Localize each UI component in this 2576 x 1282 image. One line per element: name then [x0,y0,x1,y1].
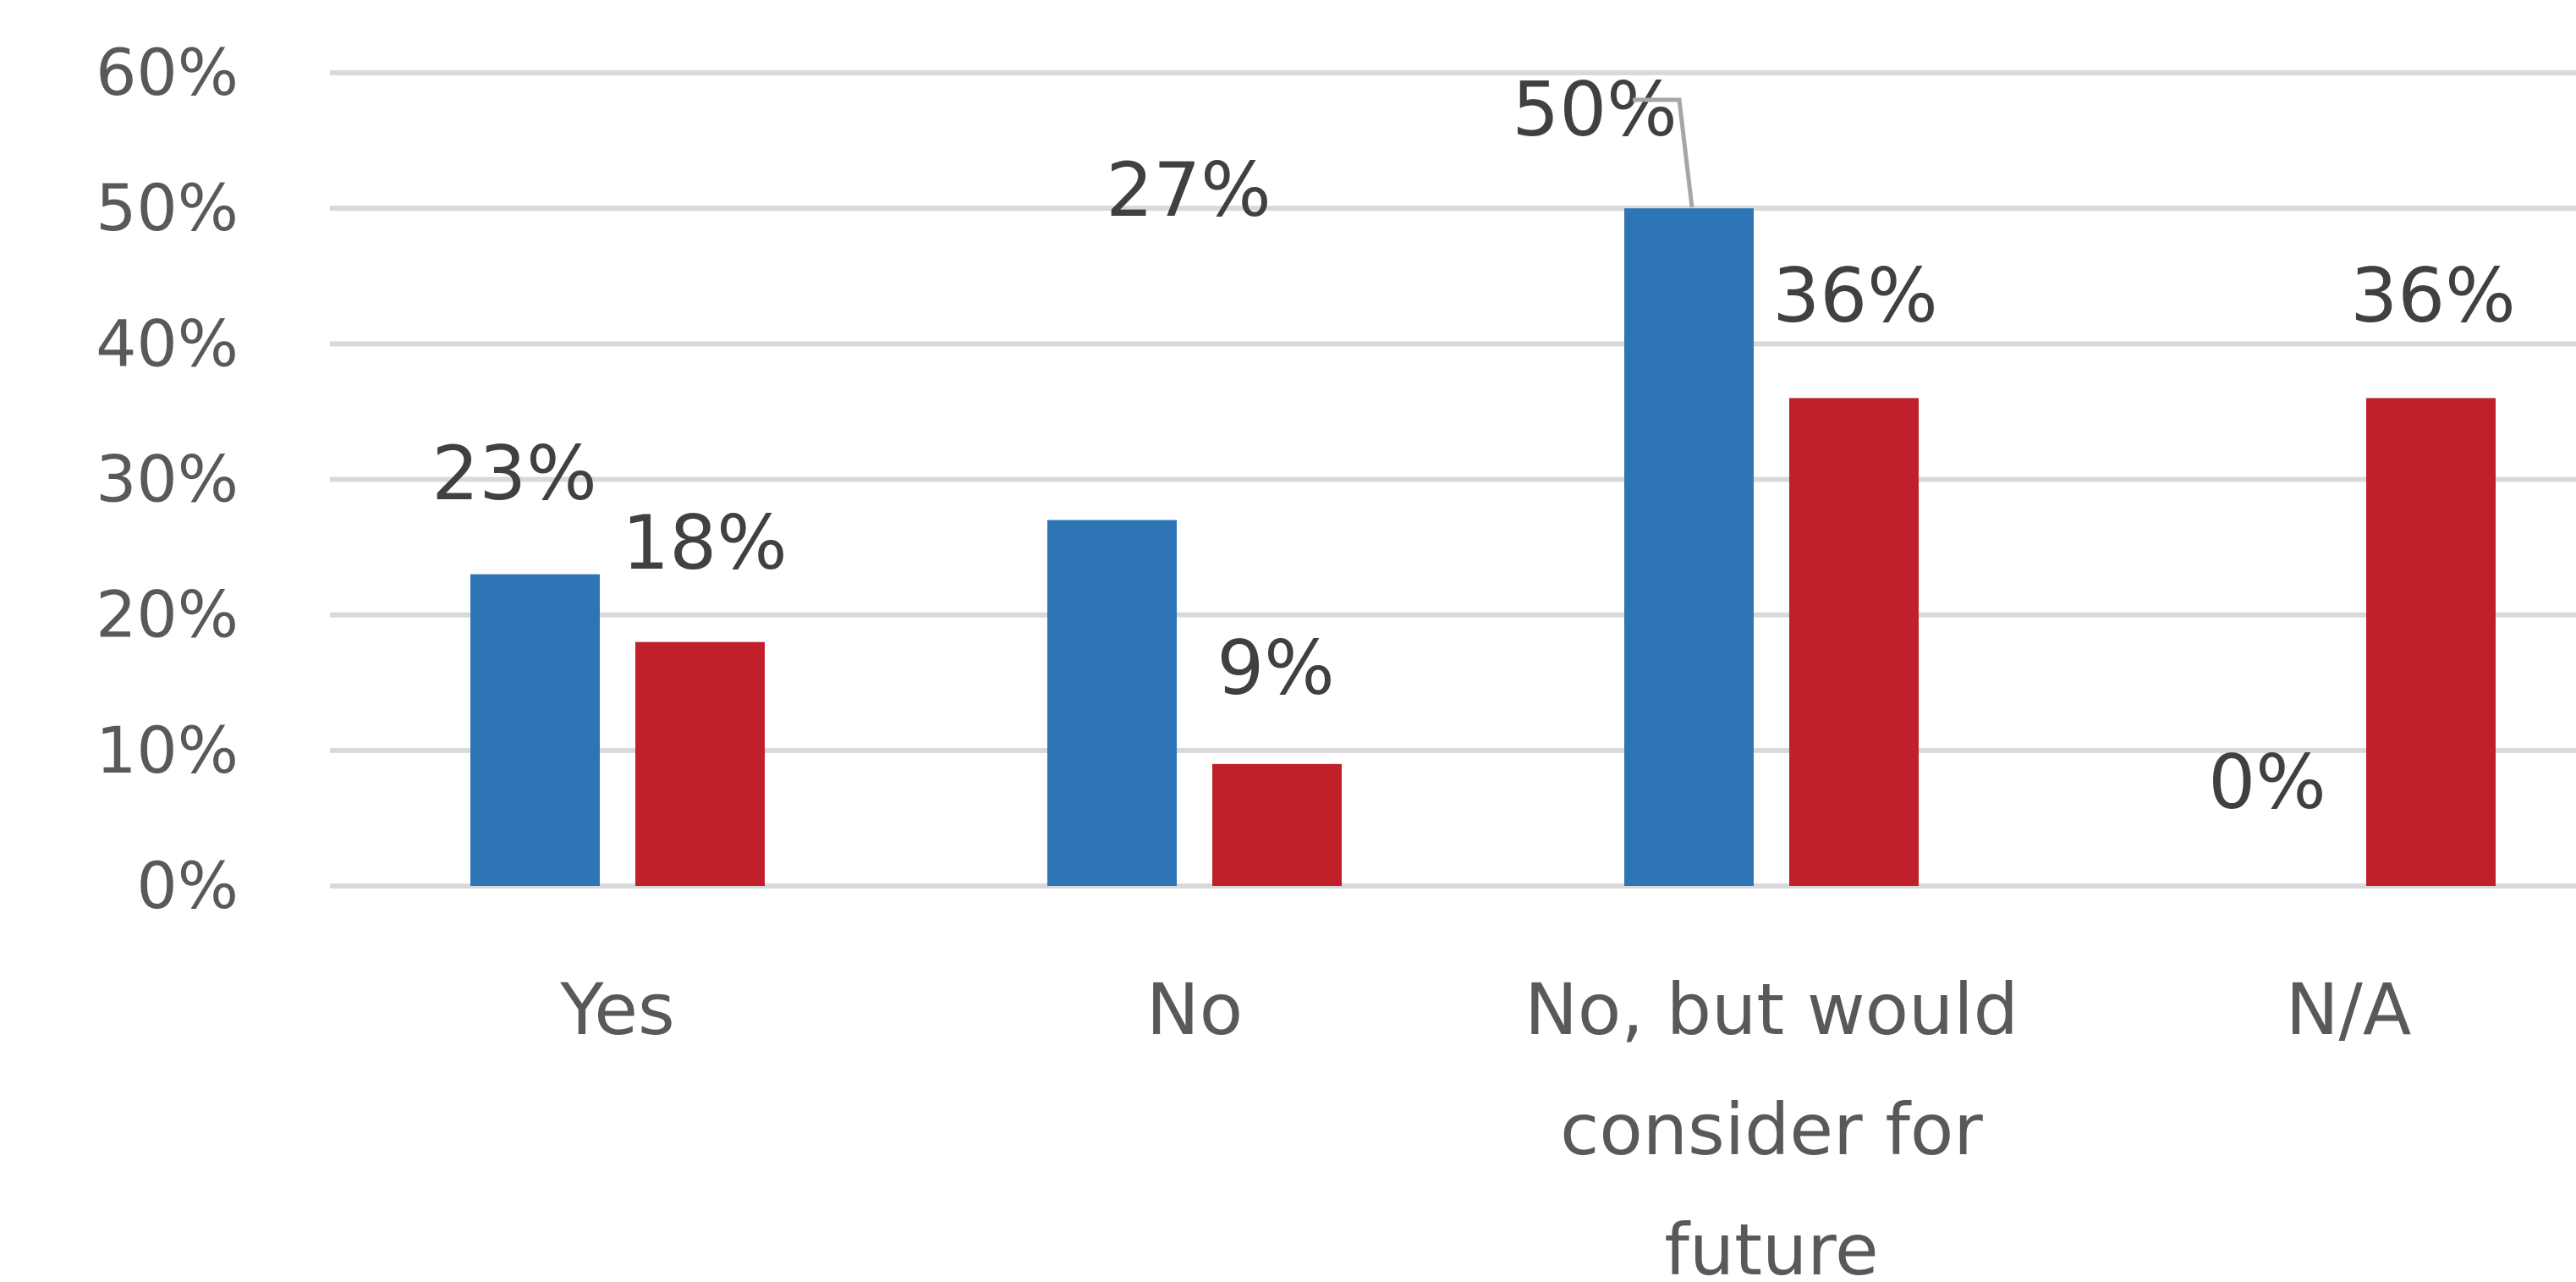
y-tick-label: 30% [96,442,239,517]
y-tick-label: 60% [96,35,239,110]
data-label: 36% [1772,252,1938,339]
x-category-label-line: No, but would [1524,968,2019,1051]
x-axis: Yes No No, but would consider for future N/A [559,968,2411,1282]
data-label: 36% [2350,252,2516,339]
y-tick-label: 20% [96,577,239,652]
bar [1212,763,1342,886]
x-category-label-line: future [1664,1208,1878,1282]
bar [1624,208,1754,886]
data-label: 0% [2208,739,2326,826]
data-label: 27% [1106,146,1272,234]
x-category-label: No [1146,968,1243,1051]
x-category-label-line: N/A [2286,968,2412,1051]
x-category-label-line: consider for [1560,1088,1983,1171]
data-label: 18% [622,499,788,586]
data-label: 50% [1512,66,1678,153]
bar [1789,398,1919,886]
x-category-label-line: Yes [559,968,675,1051]
y-tick-label: 0% [136,848,239,923]
bar [635,641,765,886]
y-tick-label: 10% [96,713,239,788]
bar [1047,520,1177,886]
bars [470,208,2496,886]
x-category-label-line: No [1146,968,1243,1051]
x-category-label: No, but would consider for future [1524,968,2019,1282]
x-category-label: N/A [2286,968,2412,1051]
y-tick-label: 40% [96,305,239,381]
data-label: 23% [431,430,597,517]
data-labels: 23% 27% 50% 0% 18% 9% 36% 36% [431,66,2516,826]
data-label: 9% [1217,624,1335,712]
bar [2366,398,2496,886]
leader-line [1633,97,1694,208]
bar [470,574,600,886]
y-tick-label: 50% [96,170,239,245]
x-category-label: Yes [559,968,675,1051]
y-axis: 0% 10% 20% 30% 40% 50% 60% [96,35,239,923]
